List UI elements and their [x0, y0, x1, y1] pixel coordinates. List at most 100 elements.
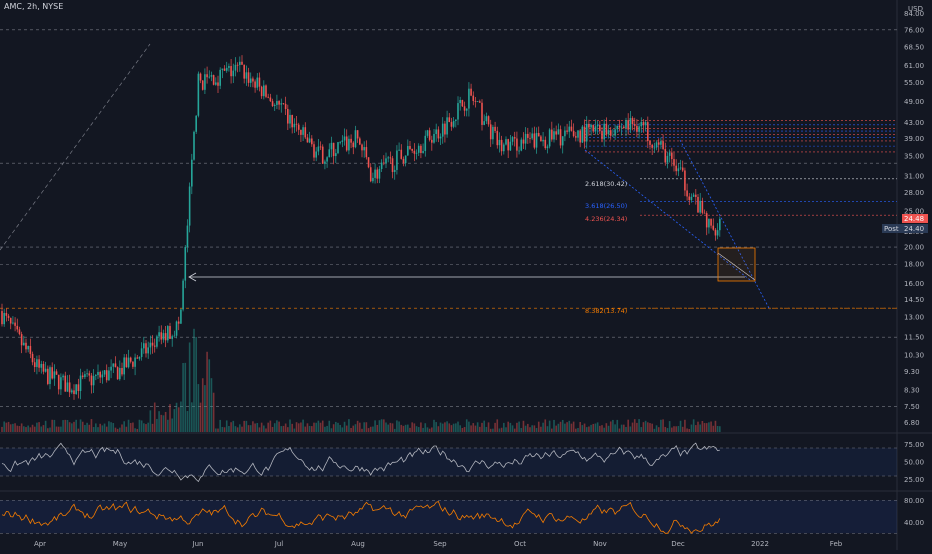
volume-bar: [311, 426, 313, 432]
candle-body: [642, 122, 645, 126]
volume-bar: [241, 426, 243, 432]
candle-body: [439, 136, 442, 139]
volume-bar: [208, 359, 211, 432]
candle-body: [225, 67, 228, 71]
candle-body: [664, 149, 667, 163]
volume-bar: [14, 423, 16, 432]
candle-body: [337, 142, 339, 154]
candle-body: [5, 312, 8, 316]
volume-bar: [119, 427, 121, 432]
volume-bar: [66, 419, 69, 432]
candle-body: [359, 138, 361, 145]
volume-bar: [97, 427, 99, 432]
candle-body: [446, 117, 448, 135]
volume-bar: [594, 423, 597, 432]
volume-bar: [389, 422, 392, 432]
chart-title: AMC, 2h, NYSE: [4, 2, 64, 11]
candle-body: [686, 190, 688, 197]
candle-body: [651, 144, 653, 148]
candle-body: [160, 332, 163, 340]
volume-bar: [317, 420, 320, 432]
volume-bar: [509, 422, 512, 432]
volume-bar: [125, 426, 128, 432]
volume-bar: [95, 423, 97, 432]
osc-line: [1, 500, 721, 534]
volume-bar: [455, 423, 457, 432]
volume-bar: [60, 426, 62, 432]
volume-bar: [636, 422, 638, 432]
candle-body: [369, 167, 372, 182]
candle-body: [374, 169, 376, 178]
candle-body: [53, 371, 56, 379]
volume-bar: [153, 402, 156, 432]
candle-body: [572, 130, 575, 137]
volume-bar: [184, 362, 187, 432]
volume-bar: [441, 423, 444, 432]
candle-body: [575, 136, 577, 138]
volume-bar: [156, 418, 158, 432]
volume-bar: [642, 422, 645, 432]
volume-bar: [129, 422, 132, 432]
candle-body: [169, 326, 171, 339]
time-tick-label: 2022: [751, 540, 769, 548]
volume-bar: [359, 422, 361, 432]
candle-body: [633, 124, 636, 126]
volume-bar: [47, 428, 49, 432]
time-axis: Apr May Jun Jul Aug Sep Oct Nov Dec 2022 Feb: [34, 540, 843, 548]
volume-bar: [653, 428, 656, 432]
volume-bar: [577, 427, 579, 432]
volume-bar: [579, 422, 581, 432]
candle-body: [695, 194, 697, 197]
fib-label-2618: 2.618(30.42): [585, 180, 627, 188]
candle-body: [90, 375, 93, 386]
rsi-pane[interactable]: [0, 434, 897, 490]
volume-bar: [542, 422, 544, 432]
volume-bar: [177, 407, 180, 432]
price-tick-label: 7.50: [904, 403, 920, 411]
candle-body: [363, 147, 365, 151]
volume-bar: [688, 428, 691, 432]
volume-bar: [575, 428, 577, 432]
candle-body: [452, 121, 455, 127]
volume-bar: [422, 427, 424, 432]
osc-axis: 80.00 40.00: [904, 497, 924, 527]
candle-body: [435, 129, 437, 134]
candle-body: [531, 133, 533, 139]
volume-bar: [341, 427, 344, 432]
candle-body: [570, 126, 573, 131]
candle-body: [505, 139, 507, 145]
candle-body: [40, 363, 43, 368]
volume-bar: [485, 426, 488, 432]
candle-body: [404, 155, 407, 164]
candle-body: [585, 123, 588, 142]
candle-body: [631, 118, 634, 125]
volume-bar: [23, 426, 25, 432]
candle-body: [1, 311, 3, 325]
candle-body: [311, 138, 313, 145]
candle-body: [625, 120, 627, 128]
volume-bar: [531, 425, 533, 432]
candle-body: [614, 129, 616, 136]
osc-indicator: [0, 500, 897, 534]
volume-bar: [44, 420, 47, 432]
volume-bar: [143, 423, 145, 432]
candle-body: [385, 158, 387, 164]
volume-bar: [492, 428, 494, 432]
candle-body: [426, 130, 429, 136]
fib-trend-line-1: [584, 149, 751, 281]
volume-bar: [319, 422, 322, 432]
candle-body: [92, 376, 95, 386]
main-pane[interactable]: [0, 0, 897, 432]
candle-body: [273, 104, 276, 106]
volume-bar: [561, 419, 564, 432]
volume-bar: [175, 402, 178, 432]
candle-body: [42, 363, 45, 372]
candle-body: [284, 103, 287, 110]
volume-bar: [232, 420, 235, 432]
price-tick-label: 68.50: [904, 43, 924, 51]
candle-body: [605, 123, 608, 135]
volume-bar: [252, 421, 254, 432]
volume-bar: [88, 424, 91, 432]
